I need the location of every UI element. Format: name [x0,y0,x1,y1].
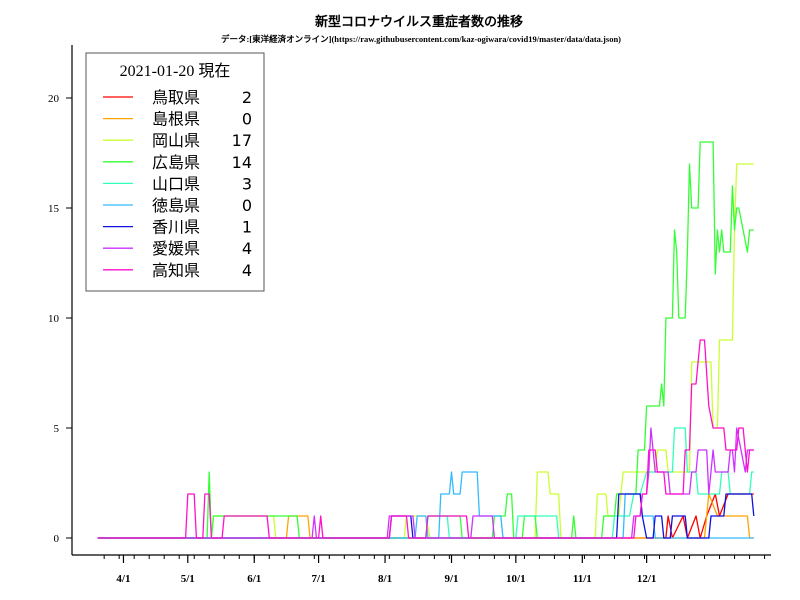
legend-value: 0 [242,196,252,215]
legend-value: 1 [242,218,252,237]
x-tick-label: 8/1 [378,573,392,585]
legend-value: 4 [242,261,252,280]
x-tick-label: 10/1 [506,573,526,585]
y-tick-label: 5 [54,423,60,435]
y-tick-label: 15 [48,203,60,215]
x-tick-label: 6/1 [247,573,261,585]
legend-label: 愛媛県 [152,239,200,258]
legend-label: 岡山県 [152,131,200,150]
x-tick-label: 4/1 [116,573,130,585]
legend-label: 広島県 [152,153,200,172]
legend-label: 香川県 [152,218,200,237]
legend-value: 0 [242,110,252,129]
legend-label: 鳥取県 [152,88,200,107]
legend-label: 山口県 [152,174,200,193]
legend-label: 島根県 [152,110,200,129]
legend-value: 3 [242,174,252,193]
x-tick-label: 11/1 [573,573,592,585]
x-tick-label: 12/1 [637,573,657,585]
legend-items: 鳥取県 2 島根県 0 岡山県 17 広島県 14 山口県 3 徳島県 0 香川県 1 愛媛県 4 高知県 4 [103,88,252,280]
series-lines [97,141,755,539]
legend-value: 4 [242,239,252,258]
chart-subtitle: データ:[東洋経済オンライン](https://raw.githubuserco… [221,34,621,44]
legend-label: 徳島県 [152,196,200,215]
x-ticks: 4/1 5/1 6/1 7/1 8/1 9/1 10/1 11/1 12/1 [103,555,766,585]
x-tick-label: 5/1 [181,573,195,585]
series-line-6 [97,493,755,539]
legend-value: 2 [242,88,252,107]
chart-title: 新型コロナウイルス重症者数の推移 [315,14,523,30]
legend-value: 17 [232,131,252,150]
x-tick-label: 9/1 [444,573,458,585]
y-ticks: 0 5 10 15 20 [48,93,72,545]
y-tick-label: 10 [48,313,60,325]
y-tick-label: 0 [54,533,60,545]
y-tick-label: 20 [48,93,60,105]
legend-value: 14 [232,153,252,172]
legend-label: 高知県 [152,261,200,280]
series-line-8 [97,339,754,539]
axes [71,45,771,556]
x-tick-label: 7/1 [312,573,326,585]
legend-title: 2021-01-20 現在 [120,62,231,80]
legend-box [85,52,265,292]
